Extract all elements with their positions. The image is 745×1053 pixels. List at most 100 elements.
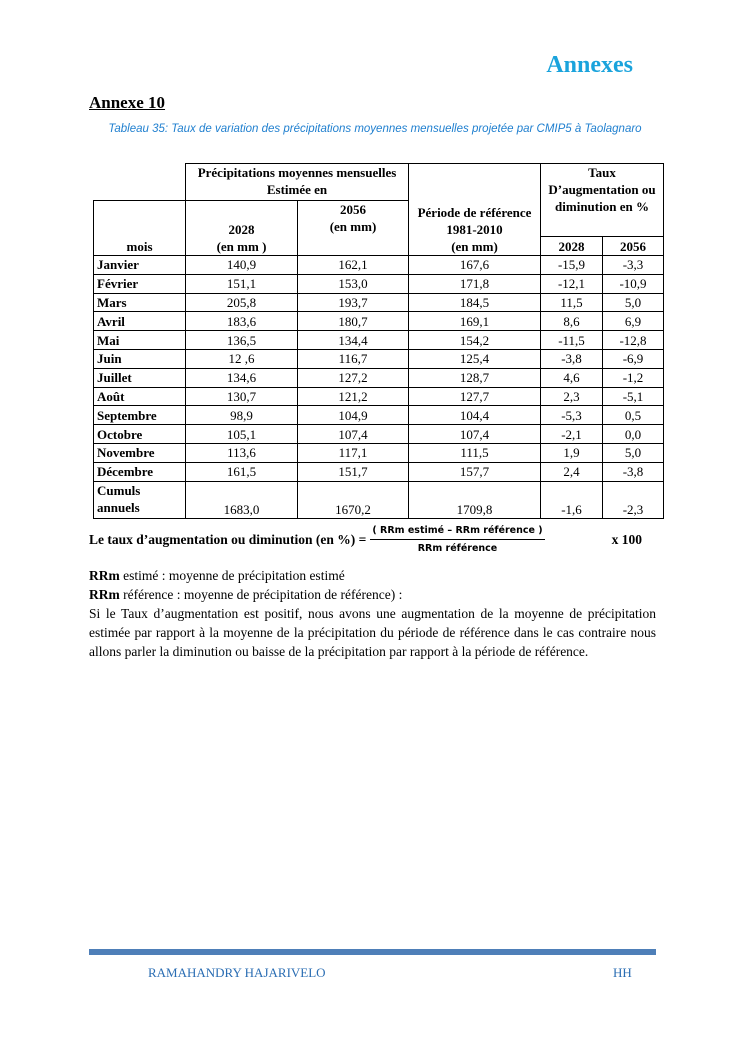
paragraph: Si le Taux d’augmentation est positif, n… (89, 606, 656, 659)
value-cell: -5,3 (540, 405, 603, 426)
total-cell: -1,6 (540, 480, 603, 519)
value-cell: 167,6 (408, 255, 541, 275)
table-caption: Tableau 35: Taux de variation des précip… (108, 123, 642, 135)
total-cell: 1709,8 (408, 480, 541, 519)
header-mois: mois (93, 200, 186, 256)
value-cell: -1,2 (602, 367, 664, 388)
value-cell: 127,7 (408, 386, 541, 407)
value-cell: 193,7 (297, 292, 409, 313)
value-cell: -3,3 (602, 255, 664, 275)
table-row: Septembre 98,9 104,9 104,4 -5,3 0,5 (93, 405, 664, 426)
header-ref-label: Période de référence (417, 205, 532, 220)
value-cell: 125,4 (408, 348, 541, 369)
header-2056: 2056 (en mm) (297, 200, 409, 256)
header-taux-2028: 2028 (540, 236, 603, 256)
value-cell: 6,9 (602, 311, 664, 332)
formula: Le taux d’augmentation ou diminution (en… (89, 524, 656, 555)
definition-text: référence : moyenne de précipitation de … (119, 587, 403, 602)
value-cell: 121,2 (297, 386, 409, 407)
formula-label: Le taux d’augmentation ou diminution (en… (89, 531, 367, 547)
total-row: Cumuls annuels 1683,0 1670,2 1709,8 -1,6… (93, 480, 664, 519)
definition: RRm estimé : moyenne de précipitation es… (89, 566, 656, 585)
value-cell: -12,1 (540, 273, 603, 294)
value-cell: -5,1 (602, 386, 664, 407)
header-ref: Période de référence 1981-2010 (en mm) (408, 163, 541, 256)
value-cell: -6,9 (602, 348, 664, 369)
value-cell: 8,6 (540, 311, 603, 332)
value-cell: 107,4 (297, 424, 409, 444)
month-cell: Septembre (93, 405, 186, 426)
table-row: Mars 205,8 193,7 184,5 11,5 5,0 (93, 292, 664, 313)
value-cell: 4,6 (540, 367, 603, 388)
value-cell: 117,1 (297, 442, 409, 463)
definition: RRm référence : moyenne de précipitation… (89, 585, 656, 604)
value-cell: 104,4 (408, 405, 541, 426)
definition-text: estimé : moyenne de précipitation estimé (119, 568, 345, 583)
month-cell: Octobre (93, 424, 186, 444)
header-2056-unit: (en mm) (329, 219, 377, 234)
month-cell: Mars (93, 292, 186, 313)
header-ref-period: 1981-2010 (446, 222, 503, 237)
definition-term: RRm (89, 568, 120, 583)
value-cell: 136,5 (185, 330, 298, 350)
footer-author: RAMAHANDRY HAJARIVELO (148, 965, 326, 980)
footer-initials: HH (613, 965, 632, 980)
month-cell: Janvier (93, 255, 186, 275)
value-cell: 5,0 (602, 292, 664, 313)
formula-multiplier: x 100 (611, 531, 642, 547)
value-cell: 130,7 (185, 386, 298, 407)
header-precip: Précipitations moyennes mensuelles Estim… (185, 163, 409, 201)
value-cell: 157,7 (408, 461, 541, 482)
value-cell: -12,8 (602, 330, 664, 350)
table-row: Juin 12 ,6 116,7 125,4 -3,8 -6,9 (93, 348, 664, 369)
value-cell: -2,1 (540, 424, 603, 444)
value-cell: 151,1 (185, 273, 298, 294)
month-cell: Juin (93, 348, 186, 369)
table-row: Juillet 134,6 127,2 128,7 4,6 -1,2 (93, 367, 664, 388)
header-2028: 2028 (en mm ) (185, 200, 298, 256)
annex-title: Annexe 10 (89, 93, 166, 112)
total-label: Cumuls annuels (93, 480, 186, 519)
value-cell: 153,0 (297, 273, 409, 294)
value-cell: 140,9 (185, 255, 298, 275)
value-cell: 151,7 (297, 461, 409, 482)
table-row: Décembre 161,5 151,7 157,7 2,4 -3,8 (93, 461, 664, 482)
definition-term: RRm (89, 587, 120, 602)
value-cell: 116,7 (297, 348, 409, 369)
body-text: RRm estimé : moyenne de précipitation es… (89, 566, 656, 661)
header-2028-unit: (en mm ) (216, 239, 267, 254)
value-cell: -3,8 (540, 348, 603, 369)
footer-rule (89, 949, 656, 955)
table-row: Janvier 140,9 162,1 167,6 -15,9 -3,3 (93, 255, 664, 275)
total-cell: 1683,0 (185, 480, 298, 519)
formula-fraction: ( RRm estimé – RRm référence ) RRm référ… (370, 524, 545, 555)
total-cell: 1670,2 (297, 480, 409, 519)
formula-numerator: ( RRm estimé – RRm référence ) (370, 524, 545, 540)
header-taux: Taux D’augmentation ou diminution en % (540, 163, 664, 237)
table-row: Novembre 113,6 117,1 111,5 1,9 5,0 (93, 442, 664, 463)
header-2028-year: 2028 (228, 222, 255, 237)
value-cell: 0,0 (602, 424, 664, 444)
table-row: Août 130,7 121,2 127,7 2,3 -5,1 (93, 386, 664, 407)
formula-denominator: RRm référence (417, 543, 498, 554)
value-cell: 128,7 (408, 367, 541, 388)
value-cell: 1,9 (540, 442, 603, 463)
value-cell: 113,6 (185, 442, 298, 463)
table-row: Octobre 105,1 107,4 107,4 -2,1 0,0 (93, 424, 664, 444)
value-cell: 171,8 (408, 273, 541, 294)
value-cell: 183,6 (185, 311, 298, 332)
value-cell: 169,1 (408, 311, 541, 332)
value-cell: 154,2 (408, 330, 541, 350)
month-cell: Juillet (93, 367, 186, 388)
section-header: Annexes (546, 52, 633, 78)
value-cell: 2,4 (540, 461, 603, 482)
value-cell: 0,5 (602, 405, 664, 426)
value-cell: 111,5 (408, 442, 541, 463)
empty-corner (93, 163, 186, 201)
table-row: Février 151,1 153,0 171,8 -12,1 -10,9 (93, 273, 664, 294)
header-taux-2056: 2056 (602, 236, 664, 256)
month-cell: Février (93, 273, 186, 294)
precipitation-table: Précipitations moyennes mensuelles Estim… (93, 163, 664, 519)
value-cell: 134,4 (297, 330, 409, 350)
